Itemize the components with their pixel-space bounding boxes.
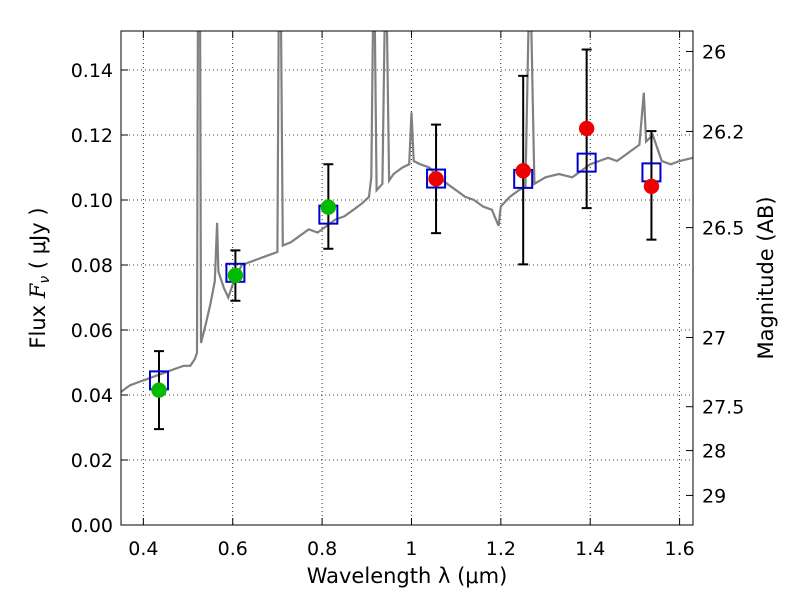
y-tick-label: 0.10 (71, 190, 113, 212)
x-tick-label: 0.8 (307, 538, 337, 560)
magnitude-axis-label: Magnitude (AB) (754, 196, 778, 359)
grid (121, 31, 693, 526)
model-photometry-square (576, 152, 597, 173)
model-spectrum-layer (121, 31, 693, 393)
y-axis-label: Flux Fν ( μJy ) (26, 207, 53, 348)
observed-flux-point (320, 199, 337, 215)
magnitude-tick-label: 28 (702, 441, 726, 463)
observed-flux-point (428, 171, 444, 187)
magnitude-tick-label: 26.2 (702, 121, 744, 143)
x-tick-label: 1.4 (575, 538, 605, 560)
y-tick-label: 0.02 (71, 450, 113, 472)
x-tick-label: 1.2 (486, 538, 516, 560)
observed-flux-point (578, 120, 595, 137)
x-axis-label: Wavelength λ (μm) (307, 564, 508, 588)
x-tick-label: 1 (405, 538, 417, 560)
magnitude-tick-label: 27 (702, 327, 726, 349)
observed-flux-point (151, 382, 167, 398)
y-tick-label: 0.12 (71, 125, 113, 147)
y-tick-label: 0.08 (71, 255, 113, 277)
magnitude-tick-label: 27.5 (702, 397, 744, 419)
y-tick-label: 0.00 (71, 515, 113, 537)
model-photometry-markers (148, 152, 662, 391)
x-tick-label: 0.6 (218, 538, 248, 560)
x-tick-label: 1.6 (664, 538, 694, 560)
observed-photometry-markers (151, 120, 660, 398)
magnitude-axis-ticks: 26 26.2 26.5 27 27.5 28 29 (686, 41, 744, 507)
model-spectrum-line (121, 31, 693, 393)
x-axis-ticks: 0.4 0.6 0.8 1 1.2 1.4 1.6 (128, 31, 695, 560)
error-bars (153, 48, 657, 431)
y-axis-ticks: 0.00 0.02 0.04 0.06 0.08 0.10 0.12 0.14 (71, 60, 128, 537)
observed-flux-point (227, 267, 244, 284)
y-tick-label: 0.06 (71, 320, 113, 342)
y-tick-label: 0.14 (71, 60, 113, 82)
observed-flux-point (515, 163, 531, 179)
magnitude-tick-label: 29 (702, 485, 726, 507)
observed-flux-point (643, 178, 660, 195)
model-photometry-square (426, 168, 447, 189)
x-tick-label: 0.4 (128, 538, 158, 560)
y-tick-label: 0.04 (71, 385, 113, 407)
plot-frame (120, 30, 694, 526)
magnitude-tick-label: 26 (702, 41, 726, 63)
magnitude-tick-label: 26.5 (702, 218, 744, 240)
